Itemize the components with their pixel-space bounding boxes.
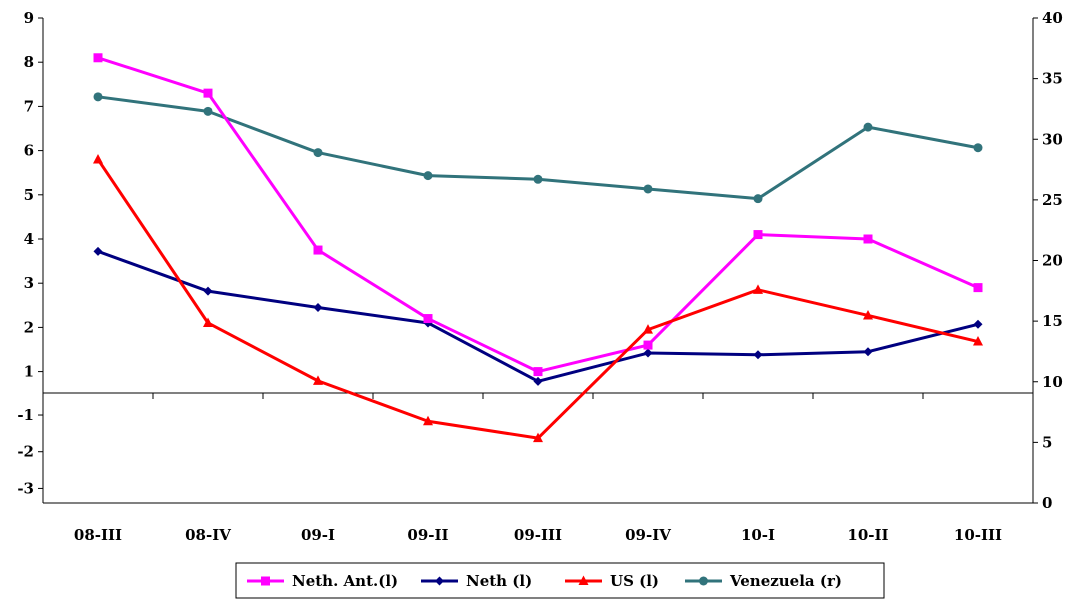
left-tick-label: 7 [24,97,34,115]
data-point-neth-ant-l [423,314,433,324]
series-us-l [93,153,983,443]
left-tick-label: -3 [17,479,34,497]
data-point-us-l [313,375,323,385]
data-point-venezuela-r [863,122,873,132]
data-point-us-l [93,153,103,164]
series-venezuela-r [93,92,983,204]
data-point-us-l [643,324,653,334]
left-tick-label: 6 [24,142,34,160]
legend-label-neth-ant-l: Neth. Ant.(l) [292,572,398,590]
data-point-us-l [423,415,433,426]
category-label: 10-III [954,526,1002,544]
data-point-neth-ant-l [313,245,323,255]
data-point-venezuela-r [203,106,213,116]
data-point-us-l [973,336,983,346]
legend-marker-venezuela-r [699,576,708,586]
left-tick-label: 5 [24,186,34,204]
data-point-venezuela-r [423,171,433,181]
right-tick-label: 5 [1042,433,1052,451]
data-point-venezuela-r [93,92,103,102]
left-tick-label: 9 [24,9,34,27]
left-tick-label: 1 [24,363,34,381]
category-label: 10-II [847,526,888,544]
left-tick-label: 3 [24,274,34,292]
right-tick-label: 30 [1042,130,1063,148]
data-point-venezuela-r [533,174,543,184]
category-label: 08-III [74,526,122,544]
data-point-us-l [533,432,543,443]
category-label: 08-IV [185,526,231,544]
right-tick-label: 15 [1042,312,1063,330]
data-point-neth-ant-l [863,234,873,244]
left-tick-label: -2 [17,443,34,461]
legend-label-neth-l: Neth (l) [466,572,532,590]
data-point-neth-l [93,246,103,256]
series-line-us-l [96,158,979,440]
category-label: 09-III [514,526,562,544]
legend-box [235,562,885,599]
legend-marker-neth-ant-l [261,576,270,586]
right-tick-label: 10 [1042,373,1063,391]
left-tick-label: 2 [24,318,34,336]
legend-marker-neth-l [435,576,444,586]
data-point-neth-l [533,376,543,386]
data-point-neth-l [973,319,983,329]
series-layer [93,53,983,443]
data-point-neth-ant-l [93,53,103,63]
series-line-neth-l [97,249,979,383]
legend: Neth. Ant.(l) Neth (l) US (l) Venezuela (r) [235,562,885,599]
category-label: 09-II [407,526,448,544]
data-point-neth-l [313,303,323,313]
data-point-neth-l [863,347,873,357]
data-point-neth-l [203,286,213,296]
data-point-neth-l [643,348,653,358]
legend-label-us-l: US (l) [610,572,659,590]
legend-marker-us-l [578,575,589,585]
data-point-venezuela-r [753,194,763,204]
category-label: 09-I [301,526,335,544]
category-label: 09-IV [625,526,671,544]
data-point-neth-ant-l [753,230,763,240]
left-tick-label: -1 [17,406,34,424]
data-point-neth-ant-l [973,283,983,293]
data-point-us-l [203,317,213,327]
data-point-us-l [753,284,763,294]
left-tick-label: 8 [24,53,34,71]
data-point-us-l [863,309,873,320]
right-tick-label: 25 [1042,191,1063,209]
data-point-neth-ant-l [203,88,213,98]
left-tick-label: 4 [24,230,34,248]
series-neth-ant-l [93,53,983,377]
right-tick-label: 35 [1042,70,1063,88]
right-tick-label: 0 [1042,494,1052,512]
series-line-neth-ant-l [97,56,979,374]
right-tick-label: 40 [1042,9,1063,27]
data-point-venezuela-r [973,143,983,153]
series-neth-l [93,246,983,386]
right-tick-label: 20 [1042,252,1063,270]
category-label: 10-I [741,526,775,544]
axes: 9 8 7 6 5 4 3 2 1 -1 -2 -3 0 5 10 15 20 25 30 35 40 08-III 08-… [17,9,1063,544]
data-point-venezuela-r [313,148,323,158]
data-point-neth-ant-l [643,340,653,350]
data-point-venezuela-r [643,184,653,194]
data-point-neth-l [753,350,763,360]
legend-label-venezuela-r: Venezuela (r) [729,572,842,590]
data-point-neth-ant-l [533,367,543,377]
